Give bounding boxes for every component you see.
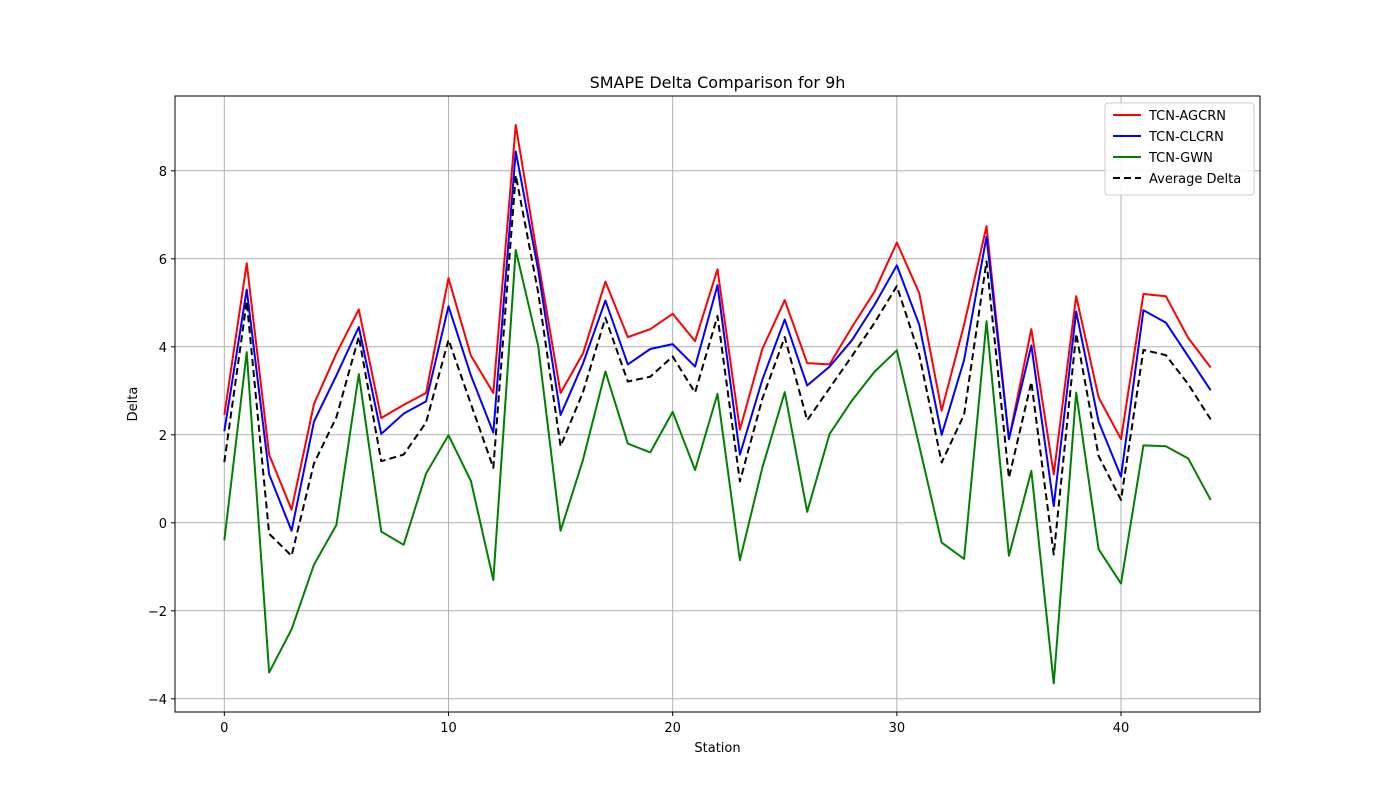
- x-tick-label: 20: [664, 721, 681, 736]
- y-tick-label: 0: [159, 517, 167, 532]
- legend: TCN-AGCRN TCN-CLCRN TCN-GWN Average Delta: [1104, 102, 1255, 196]
- series-line-tcn-gwn: [223, 249, 1212, 685]
- plot-frame: [174, 95, 1261, 713]
- series-lines: [223, 124, 1212, 685]
- legend-label: Average Delta: [1149, 172, 1241, 187]
- y-axis-label: Delta: [126, 387, 141, 422]
- series-line-tcn-clcrn: [223, 150, 1212, 532]
- x-tick-label: 0: [220, 721, 228, 736]
- y-tick-label: 2: [159, 429, 167, 444]
- legend-label: TCN-CLCRN: [1148, 130, 1224, 145]
- y-tick-label: 4: [159, 341, 167, 356]
- grid: [175, 96, 1260, 712]
- series-line-tcn-agcrn: [223, 124, 1212, 511]
- legend-label: TCN-GWN: [1148, 151, 1213, 166]
- x-tick-label: 10: [440, 721, 457, 736]
- legend-box: [1104, 102, 1255, 196]
- legend-label: TCN-AGCRN: [1148, 109, 1226, 124]
- y-tick-label: −4: [148, 693, 167, 708]
- x-tick-label: 30: [889, 721, 906, 736]
- y-tick-label: 6: [159, 253, 167, 268]
- series-line-average-delta: [223, 174, 1212, 557]
- chart-title: SMAPE Delta Comparison for 9h: [590, 73, 846, 92]
- y-tick-label: −2: [148, 605, 167, 620]
- y-tick-label: 8: [159, 165, 167, 180]
- x-axis-label: Station: [694, 741, 740, 756]
- axis-ticks: 0 10 20 30 40 −4 −2 0 2 4 6 8: [148, 165, 1129, 736]
- x-tick-label: 40: [1113, 721, 1130, 736]
